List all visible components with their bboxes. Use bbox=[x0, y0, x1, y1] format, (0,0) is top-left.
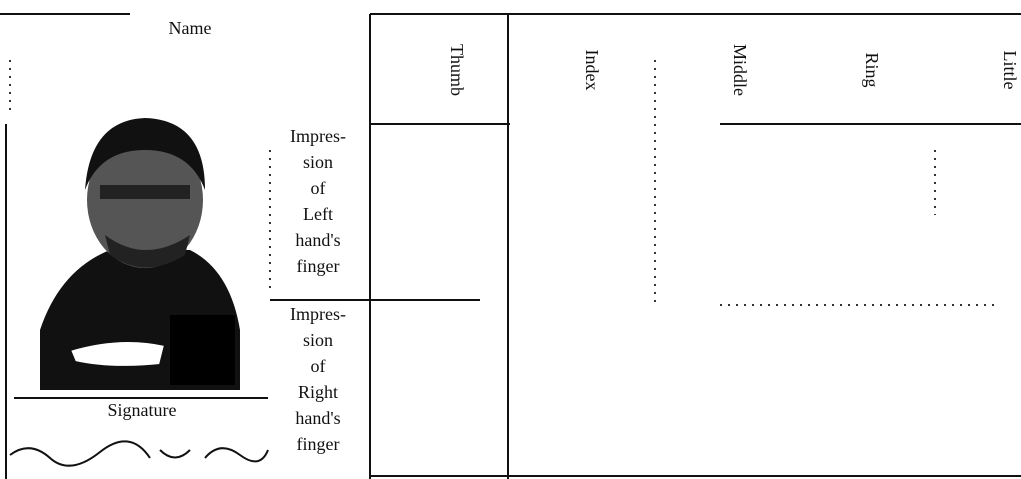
finger-header: Little bbox=[1000, 51, 1020, 90]
finger-header: Index bbox=[582, 50, 602, 91]
name-label: Name bbox=[169, 18, 212, 38]
photo bbox=[20, 118, 265, 392]
finger-header: Middle bbox=[730, 44, 750, 96]
finger-header: Ring bbox=[862, 52, 882, 87]
row-label-line: finger bbox=[297, 256, 340, 276]
row-label-line: Impres- bbox=[290, 304, 346, 324]
row-label-line: of bbox=[311, 178, 326, 198]
row-label-line: of bbox=[311, 356, 326, 376]
finger-header: Thumb bbox=[447, 44, 467, 96]
signature-scribble bbox=[9, 440, 269, 467]
row-label-line: sion bbox=[303, 330, 333, 350]
row-label-line: Left bbox=[303, 204, 333, 224]
row-label-line: hand's bbox=[295, 230, 340, 250]
signature-label: Signature bbox=[108, 400, 177, 420]
row-label-line: hand's bbox=[295, 408, 340, 428]
row-label-line: Right bbox=[298, 382, 338, 402]
row-label-line: sion bbox=[303, 152, 333, 172]
finger-headers: Thumb Index Middle Ring Little bbox=[447, 44, 1020, 96]
form-rules bbox=[0, 13, 1021, 479]
row-labels: Impres-sion of Left hand's finger Impres-sion… bbox=[290, 126, 346, 454]
row-label-line: finger bbox=[297, 434, 340, 454]
row-label-line: Impres- bbox=[290, 126, 346, 146]
